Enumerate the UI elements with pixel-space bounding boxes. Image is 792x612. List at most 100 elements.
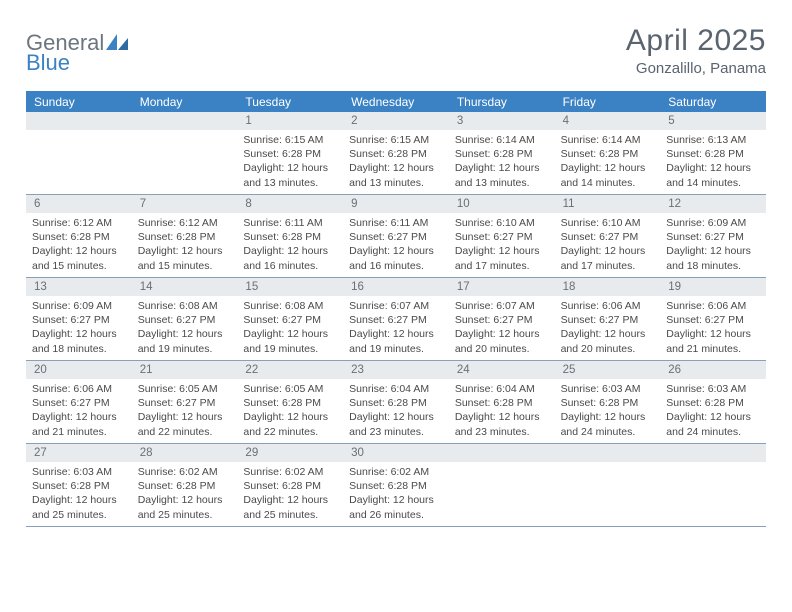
sunset-line: Sunset: 6:27 PM: [561, 230, 655, 244]
day-cell: 21Sunrise: 6:05 AMSunset: 6:27 PMDayligh…: [132, 361, 238, 443]
day-number: 16: [343, 278, 449, 296]
day-cell: 14Sunrise: 6:08 AMSunset: 6:27 PMDayligh…: [132, 278, 238, 360]
weekday-header: Friday: [555, 92, 661, 112]
day-body: [660, 462, 766, 469]
sunset-line: Sunset: 6:28 PM: [455, 396, 549, 410]
week-row: 1Sunrise: 6:15 AMSunset: 6:28 PMDaylight…: [26, 112, 766, 195]
sunset-line: Sunset: 6:27 PM: [455, 313, 549, 327]
day-number: 17: [449, 278, 555, 296]
day-cell: 15Sunrise: 6:08 AMSunset: 6:27 PMDayligh…: [237, 278, 343, 360]
daylight-line: Daylight: 12 hours and 13 minutes.: [243, 161, 337, 189]
sunset-line: Sunset: 6:27 PM: [561, 313, 655, 327]
week-row: 13Sunrise: 6:09 AMSunset: 6:27 PMDayligh…: [26, 278, 766, 361]
day-number: 23: [343, 361, 449, 379]
daylight-line: Daylight: 12 hours and 25 minutes.: [243, 493, 337, 521]
daylight-line: Daylight: 12 hours and 18 minutes.: [666, 244, 760, 272]
sunrise-line: Sunrise: 6:12 AM: [32, 216, 126, 230]
sunrise-line: Sunrise: 6:09 AM: [32, 299, 126, 313]
day-cell: 5Sunrise: 6:13 AMSunset: 6:28 PMDaylight…: [660, 112, 766, 194]
day-number: [660, 444, 766, 462]
sunset-line: Sunset: 6:28 PM: [561, 396, 655, 410]
week-row: 20Sunrise: 6:06 AMSunset: 6:27 PMDayligh…: [26, 361, 766, 444]
sunrise-line: Sunrise: 6:07 AM: [455, 299, 549, 313]
daylight-line: Daylight: 12 hours and 25 minutes.: [32, 493, 126, 521]
daylight-line: Daylight: 12 hours and 14 minutes.: [561, 161, 655, 189]
day-number: 11: [555, 195, 661, 213]
sunset-line: Sunset: 6:28 PM: [138, 230, 232, 244]
day-number: [132, 112, 238, 130]
sunset-line: Sunset: 6:28 PM: [32, 230, 126, 244]
sunrise-line: Sunrise: 6:15 AM: [243, 133, 337, 147]
day-number: 25: [555, 361, 661, 379]
day-body: Sunrise: 6:15 AMSunset: 6:28 PMDaylight:…: [343, 130, 449, 194]
day-number: [449, 444, 555, 462]
day-body: Sunrise: 6:02 AMSunset: 6:28 PMDaylight:…: [237, 462, 343, 526]
day-number: 1: [237, 112, 343, 130]
day-number: 19: [660, 278, 766, 296]
day-body: [26, 130, 132, 137]
daylight-line: Daylight: 12 hours and 21 minutes.: [32, 410, 126, 438]
day-number: 12: [660, 195, 766, 213]
day-cell: 9Sunrise: 6:11 AMSunset: 6:27 PMDaylight…: [343, 195, 449, 277]
day-cell: 30Sunrise: 6:02 AMSunset: 6:28 PMDayligh…: [343, 444, 449, 526]
sunrise-line: Sunrise: 6:03 AM: [561, 382, 655, 396]
daylight-line: Daylight: 12 hours and 19 minutes.: [243, 327, 337, 355]
day-cell: 24Sunrise: 6:04 AMSunset: 6:28 PMDayligh…: [449, 361, 555, 443]
daylight-line: Daylight: 12 hours and 22 minutes.: [243, 410, 337, 438]
day-body: Sunrise: 6:09 AMSunset: 6:27 PMDaylight:…: [660, 213, 766, 277]
sunset-line: Sunset: 6:28 PM: [349, 396, 443, 410]
sunrise-line: Sunrise: 6:05 AM: [243, 382, 337, 396]
day-cell: 10Sunrise: 6:10 AMSunset: 6:27 PMDayligh…: [449, 195, 555, 277]
day-body: Sunrise: 6:12 AMSunset: 6:28 PMDaylight:…: [26, 213, 132, 277]
sunrise-line: Sunrise: 6:11 AM: [349, 216, 443, 230]
weekday-header: Sunday: [26, 92, 132, 112]
sunset-line: Sunset: 6:28 PM: [455, 147, 549, 161]
sunset-line: Sunset: 6:27 PM: [138, 396, 232, 410]
sunset-line: Sunset: 6:28 PM: [349, 147, 443, 161]
sunrise-line: Sunrise: 6:02 AM: [138, 465, 232, 479]
day-number: 22: [237, 361, 343, 379]
day-number: 8: [237, 195, 343, 213]
sunrise-line: Sunrise: 6:10 AM: [455, 216, 549, 230]
day-cell: 1Sunrise: 6:15 AMSunset: 6:28 PMDaylight…: [237, 112, 343, 194]
header: General Blue April 2025 Gonzalillo, Pana…: [26, 24, 766, 77]
day-cell: 2Sunrise: 6:15 AMSunset: 6:28 PMDaylight…: [343, 112, 449, 194]
day-number: 13: [26, 278, 132, 296]
sunrise-line: Sunrise: 6:13 AM: [666, 133, 760, 147]
day-cell: 7Sunrise: 6:12 AMSunset: 6:28 PMDaylight…: [132, 195, 238, 277]
daylight-line: Daylight: 12 hours and 20 minutes.: [561, 327, 655, 355]
day-body: Sunrise: 6:05 AMSunset: 6:28 PMDaylight:…: [237, 379, 343, 443]
day-body: Sunrise: 6:03 AMSunset: 6:28 PMDaylight:…: [555, 379, 661, 443]
day-number: 26: [660, 361, 766, 379]
sunrise-line: Sunrise: 6:14 AM: [455, 133, 549, 147]
logo-sail-icon: [106, 34, 128, 50]
day-number: 4: [555, 112, 661, 130]
sunrise-line: Sunrise: 6:06 AM: [561, 299, 655, 313]
calendar: SundayMondayTuesdayWednesdayThursdayFrid…: [26, 91, 766, 527]
daylight-line: Daylight: 12 hours and 14 minutes.: [666, 161, 760, 189]
location-label: Gonzalillo, Panama: [626, 60, 766, 77]
daylight-line: Daylight: 12 hours and 13 minutes.: [455, 161, 549, 189]
day-number: 29: [237, 444, 343, 462]
day-body: Sunrise: 6:05 AMSunset: 6:27 PMDaylight:…: [132, 379, 238, 443]
daylight-line: Daylight: 12 hours and 26 minutes.: [349, 493, 443, 521]
sunrise-line: Sunrise: 6:08 AM: [138, 299, 232, 313]
day-body: Sunrise: 6:14 AMSunset: 6:28 PMDaylight:…: [555, 130, 661, 194]
sunset-line: Sunset: 6:28 PM: [561, 147, 655, 161]
daylight-line: Daylight: 12 hours and 17 minutes.: [455, 244, 549, 272]
day-body: Sunrise: 6:15 AMSunset: 6:28 PMDaylight:…: [237, 130, 343, 194]
sunset-line: Sunset: 6:28 PM: [243, 396, 337, 410]
sunrise-line: Sunrise: 6:08 AM: [243, 299, 337, 313]
daylight-line: Daylight: 12 hours and 18 minutes.: [32, 327, 126, 355]
daylight-line: Daylight: 12 hours and 15 minutes.: [138, 244, 232, 272]
day-cell: 6Sunrise: 6:12 AMSunset: 6:28 PMDaylight…: [26, 195, 132, 277]
day-cell: 28Sunrise: 6:02 AMSunset: 6:28 PMDayligh…: [132, 444, 238, 526]
day-cell: 12Sunrise: 6:09 AMSunset: 6:27 PMDayligh…: [660, 195, 766, 277]
day-number: [26, 112, 132, 130]
day-number: 20: [26, 361, 132, 379]
daylight-line: Daylight: 12 hours and 20 minutes.: [455, 327, 549, 355]
day-cell: [26, 112, 132, 194]
day-body: Sunrise: 6:02 AMSunset: 6:28 PMDaylight:…: [343, 462, 449, 526]
sunset-line: Sunset: 6:27 PM: [138, 313, 232, 327]
sunrise-line: Sunrise: 6:09 AM: [666, 216, 760, 230]
